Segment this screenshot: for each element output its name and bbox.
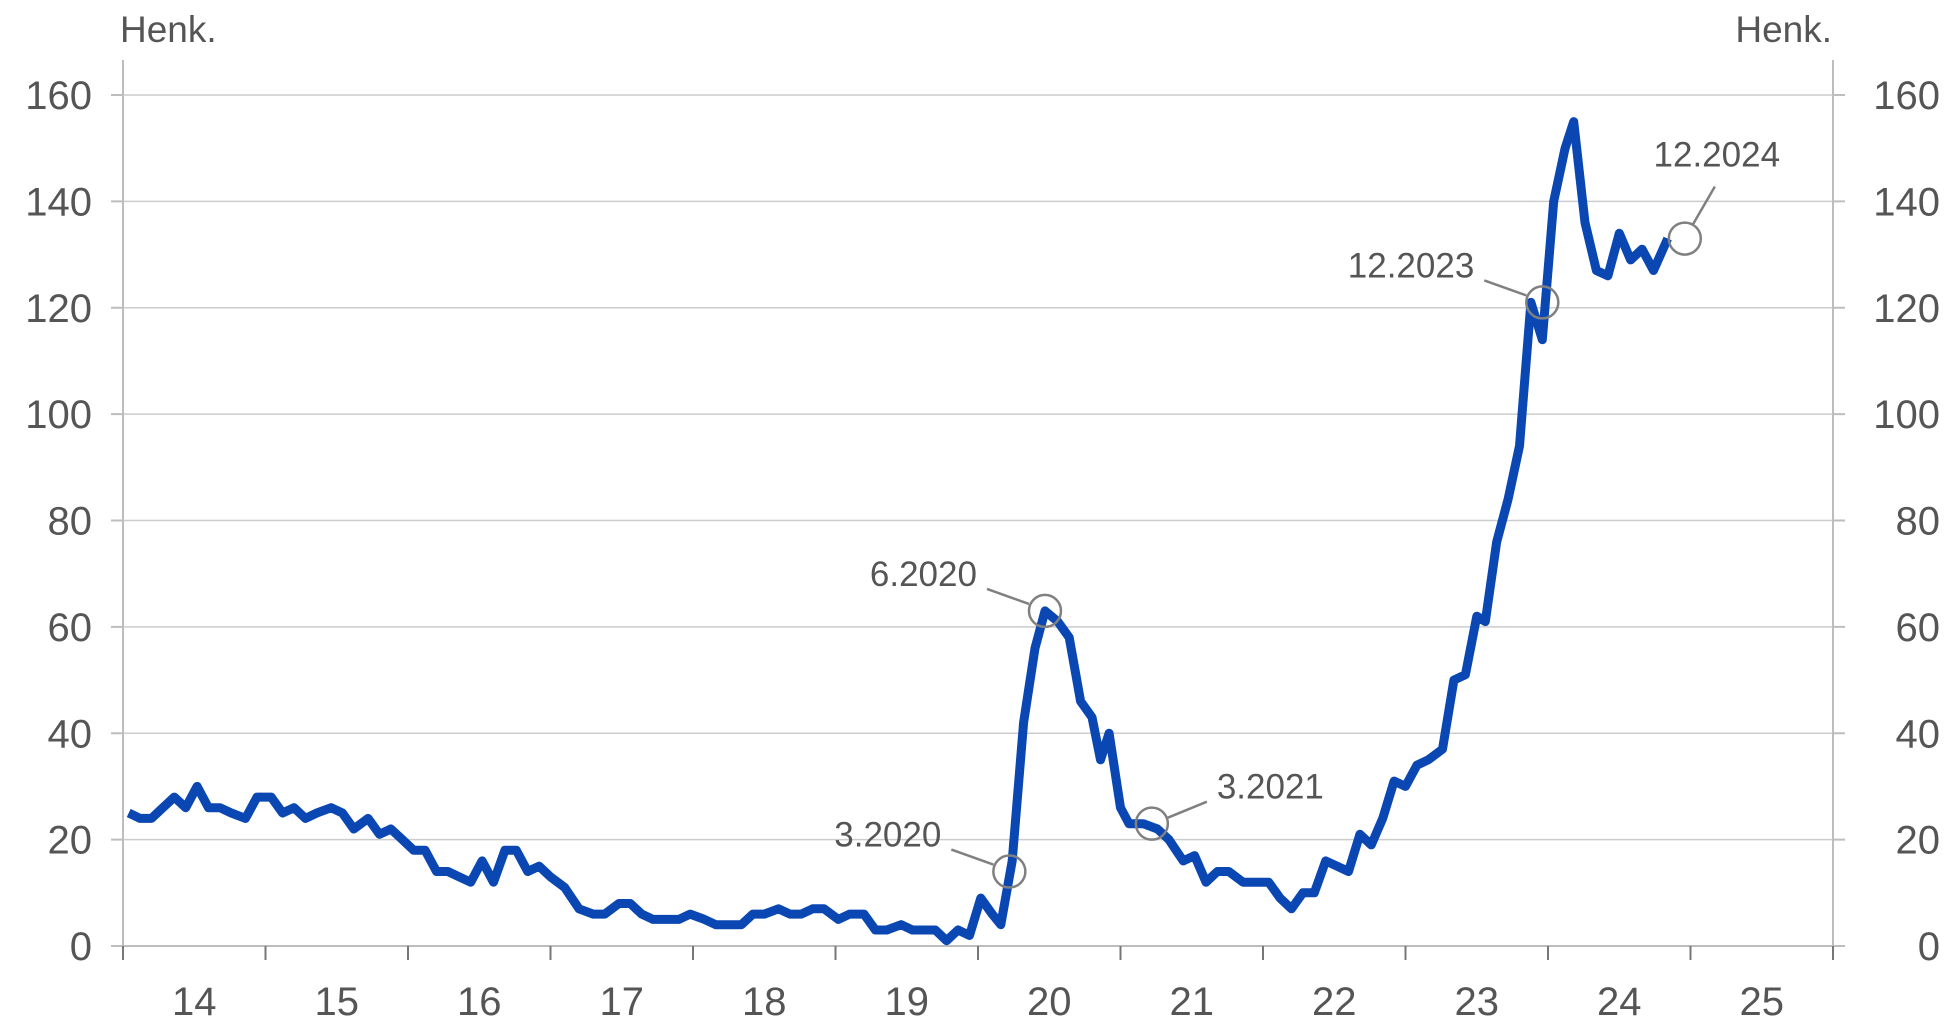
annotation-leader-line — [950, 848, 994, 866]
x-tick-label: 15 — [315, 980, 360, 1021]
right-y-tick-label: 40 — [1896, 712, 1941, 756]
left-y-tick-label: 160 — [25, 74, 92, 118]
right-y-axis-unit: Henk. — [1735, 9, 1832, 50]
right-y-tick-label: 0 — [1918, 925, 1940, 969]
x-tick-label: 22 — [1312, 980, 1357, 1021]
axis-ticks: 0 0 20 20 40 40 60 60 80 80 100 100 120 120 140 140 160 1… — [25, 74, 1940, 1021]
right-y-tick-label: 160 — [1873, 74, 1940, 118]
x-tick-label: 25 — [1740, 980, 1785, 1021]
x-tick-label: 18 — [742, 980, 787, 1021]
series-layer — [126, 117, 1672, 946]
gridlines — [123, 94, 1833, 841]
x-tick-label: 17 — [600, 980, 645, 1021]
left-y-tick-label: 120 — [25, 287, 92, 331]
annotation-marker — [1525, 285, 1560, 320]
annotation-marker — [992, 854, 1027, 889]
left-y-tick-label: 80 — [48, 500, 93, 544]
annotation-marker — [1667, 221, 1703, 256]
annotation-leader-line — [986, 587, 1030, 606]
annotation-marker — [1027, 593, 1063, 629]
annotation-label: 12.2024 — [1654, 136, 1781, 175]
x-tick-label: 23 — [1455, 980, 1500, 1021]
annotation-marker — [1134, 806, 1170, 841]
annotation-leader-line — [1167, 800, 1208, 819]
right-y-tick-label: 60 — [1896, 606, 1941, 650]
right-y-tick-label: 140 — [1873, 180, 1940, 224]
left-y-tick-label: 60 — [48, 606, 93, 650]
left-y-tick-label: 100 — [25, 393, 92, 437]
left-y-tick-label: 20 — [48, 819, 93, 863]
x-tick-label: 14 — [172, 980, 217, 1021]
left-y-tick-label: 140 — [25, 180, 92, 224]
annotation-label: 12.2023 — [1348, 246, 1475, 285]
annotation-label: 3.2021 — [1217, 768, 1324, 807]
annotations: 3.2020 6.2020 3.2021 12.2023 12.2024 — [834, 136, 1781, 889]
annotation-leader-line — [1483, 279, 1527, 297]
annotation-leader-line — [1691, 185, 1716, 226]
x-tick-label: 16 — [457, 980, 502, 1021]
right-y-tick-label: 20 — [1896, 819, 1941, 863]
right-y-tick-label: 80 — [1896, 500, 1941, 544]
x-tick-label: 24 — [1597, 980, 1642, 1021]
annotation-label: 6.2020 — [870, 555, 977, 594]
annotation-label: 3.2020 — [834, 816, 941, 855]
series-line — [126, 117, 1672, 946]
left-y-tick-label: 0 — [70, 925, 92, 969]
right-y-tick-label: 100 — [1873, 393, 1940, 437]
x-tick-label: 21 — [1170, 980, 1215, 1021]
right-y-tick-label: 120 — [1873, 287, 1940, 331]
x-tick-label: 20 — [1027, 980, 1072, 1021]
left-y-tick-label: 40 — [48, 712, 93, 756]
left-y-axis-unit: Henk. — [120, 9, 217, 50]
x-tick-label: 19 — [885, 980, 930, 1021]
